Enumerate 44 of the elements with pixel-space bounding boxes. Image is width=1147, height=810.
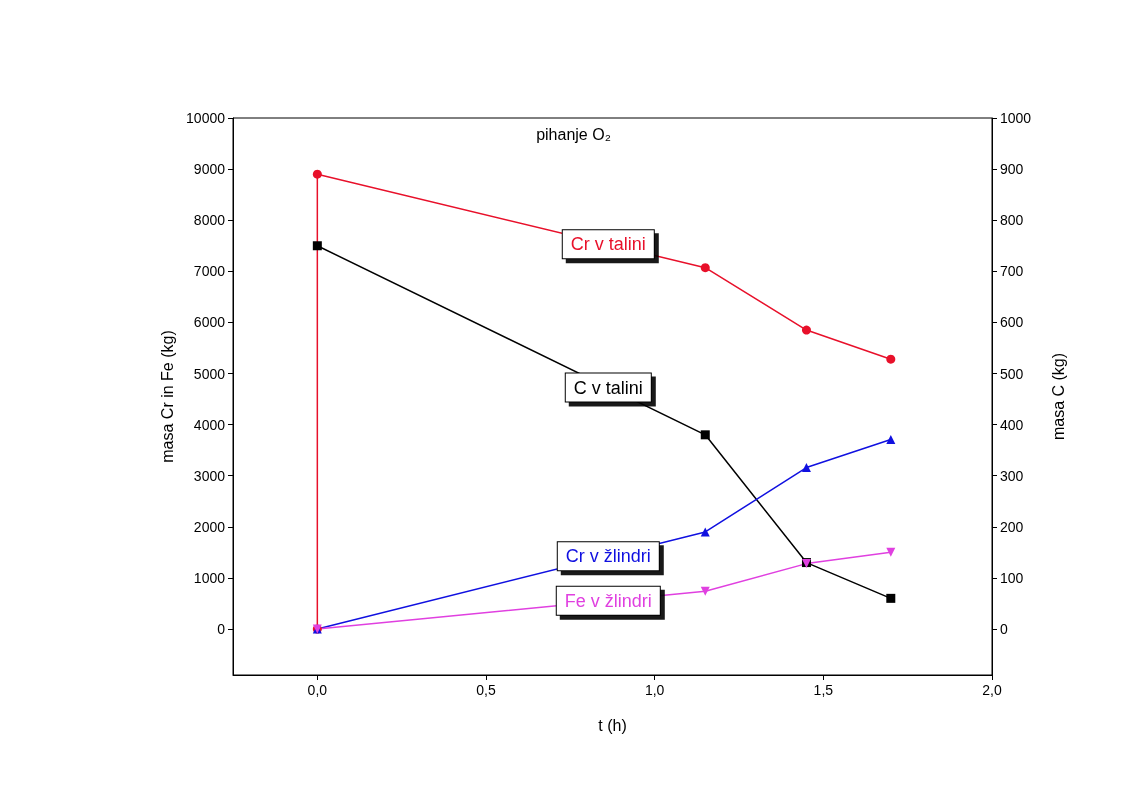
series-label: C v talini bbox=[573, 377, 643, 398]
x-tick-label: 2,0 bbox=[982, 682, 1002, 698]
y-tick-label: 4000 bbox=[193, 416, 226, 433]
point bbox=[312, 169, 322, 179]
y-tick-label: 3000 bbox=[193, 467, 226, 484]
point bbox=[700, 263, 710, 273]
point bbox=[801, 463, 811, 473]
y2-tick-label: 400 bbox=[1000, 416, 1024, 433]
y2-tick-label: 600 bbox=[1000, 314, 1024, 331]
x-axis-title: t (h) bbox=[598, 716, 627, 734]
point bbox=[886, 354, 896, 364]
y2-axis-title: masa C (kg) bbox=[1049, 352, 1067, 441]
y2-tick-label: 200 bbox=[1000, 518, 1024, 535]
y2-tick-label: 0 bbox=[1000, 621, 1008, 638]
y-tick-label: 1000 bbox=[193, 569, 226, 586]
y-tick-label: 6000 bbox=[193, 314, 226, 331]
y-tick-label: 10000 bbox=[186, 110, 226, 126]
y-tick-label: 5000 bbox=[193, 365, 226, 382]
y-tick-label: 2000 bbox=[193, 518, 226, 535]
y2-tick-label: 800 bbox=[1000, 212, 1024, 229]
y2-tick-label: 100 bbox=[1000, 569, 1024, 586]
y2-tick-label: 500 bbox=[1000, 365, 1024, 382]
y2-tick-label: 1000 bbox=[1000, 110, 1032, 126]
x-tick-label: 1,0 bbox=[644, 682, 665, 698]
series-label: Fe v žlindri bbox=[564, 590, 652, 611]
y2-tick-label: 300 bbox=[1000, 467, 1024, 484]
point bbox=[886, 434, 896, 444]
y-tick-label: 0 bbox=[217, 621, 226, 638]
point bbox=[312, 241, 322, 251]
y-tick-label: 9000 bbox=[193, 161, 226, 178]
point bbox=[886, 593, 896, 603]
x-tick-label: 0,5 bbox=[476, 682, 496, 698]
point bbox=[801, 325, 811, 335]
x-tick-label: 1,5 bbox=[813, 682, 834, 698]
y-tick-label: 8000 bbox=[193, 212, 226, 229]
y-tick-label: 7000 bbox=[193, 263, 226, 280]
series-label: Cr v talini bbox=[570, 234, 646, 255]
y2-tick-label: 700 bbox=[1000, 263, 1024, 280]
y2-tick-label: 900 bbox=[1000, 161, 1024, 178]
point bbox=[700, 430, 710, 440]
y-axis-title: masa Cr in Fe (kg) bbox=[158, 330, 176, 463]
series-label: Cr v žlindri bbox=[565, 546, 651, 567]
annotation: pihanje O₂ bbox=[536, 125, 611, 143]
x-tick-label: 0,0 bbox=[307, 682, 328, 698]
